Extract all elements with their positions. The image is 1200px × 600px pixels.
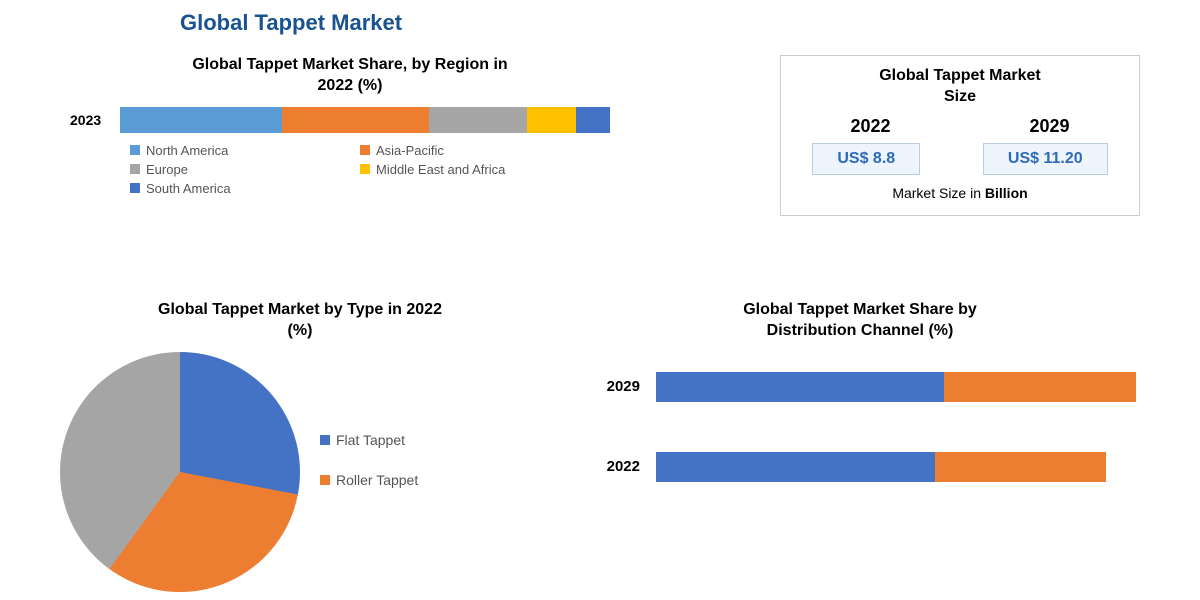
dist-row-0: 2029 (580, 372, 1160, 402)
size-values-row: US$ 8.8 US$ 11.20 (781, 143, 1139, 175)
legend-label: Middle East and Africa (376, 162, 505, 177)
type-legend-item-1: Roller Tappet (320, 472, 418, 488)
legend-swatch-icon (360, 145, 370, 155)
region-legend-item-0: North America (130, 143, 360, 158)
type-title: Global Tappet Market by Type in 2022 (%) (60, 300, 540, 342)
legend-label: South America (146, 181, 231, 196)
type-body: Flat Tappet Roller Tappet (60, 352, 540, 592)
size-year-1: 2029 (1029, 116, 1069, 137)
region-title-line1: Global Tappet Market Share, by Region in (192, 56, 507, 73)
dist-title-line2: Distribution Channel (%) (767, 322, 954, 339)
dist-title-line1: Global Tappet Market Share by (743, 301, 977, 318)
region-bar-row: 2023 (70, 107, 630, 133)
type-panel: Global Tappet Market by Type in 2022 (%)… (60, 300, 540, 592)
size-title-line1: Global Tappet Market (879, 67, 1041, 84)
legend-swatch-icon (130, 145, 140, 155)
legend-swatch-icon (130, 183, 140, 193)
dist-panel: Global Tappet Market Share by Distributi… (560, 300, 1160, 532)
region-legend-item-2: Europe (130, 162, 360, 177)
legend-swatch-icon (320, 435, 330, 445)
region-segment-1 (282, 107, 429, 133)
region-legend: North America Asia-Pacific Europe Middle Ea… (130, 143, 630, 200)
legend-label: Asia-Pacific (376, 143, 444, 158)
dist-segment-0 (656, 452, 935, 482)
legend-label: North America (146, 143, 228, 158)
dist-row-label: 2029 (580, 378, 640, 395)
market-size-panel: Global Tappet Market Size 2022 2029 US$ … (780, 55, 1140, 216)
region-segment-3 (527, 107, 576, 133)
legend-swatch-icon (360, 164, 370, 174)
dist-segment-1 (944, 372, 1136, 402)
dist-row-label: 2022 (580, 458, 640, 475)
pie-wrap (60, 352, 300, 592)
legend-label: Roller Tappet (336, 472, 418, 488)
dist-title: Global Tappet Market Share by Distributi… (560, 300, 1160, 342)
region-segment-2 (429, 107, 527, 133)
region-title: Global Tappet Market Share, by Region in… (70, 55, 630, 97)
size-caption-prefix: Market Size in (892, 185, 985, 201)
size-caption-bold: Billion (985, 185, 1028, 201)
type-legend: Flat Tappet Roller Tappet (320, 432, 418, 512)
dist-segment-0 (656, 372, 944, 402)
size-caption: Market Size in Billion (781, 185, 1139, 201)
dist-stacked-bar (656, 372, 1136, 402)
type-title-line2: (%) (288, 322, 313, 339)
size-value-0: US$ 8.8 (812, 143, 920, 175)
size-title: Global Tappet Market Size (781, 66, 1139, 108)
region-legend-item-3: Middle East and Africa (360, 162, 590, 177)
size-value-1: US$ 11.20 (983, 143, 1108, 175)
legend-label: Europe (146, 162, 188, 177)
region-title-line2: 2022 (%) (318, 77, 383, 94)
dist-row-1: 2022 (580, 452, 1160, 482)
region-stacked-bar (120, 107, 610, 133)
legend-swatch-icon (130, 164, 140, 174)
main-title: Global Tappet Market (180, 10, 402, 36)
type-legend-item-0: Flat Tappet (320, 432, 418, 448)
size-title-line2: Size (944, 88, 976, 105)
size-years-row: 2022 2029 (781, 116, 1139, 137)
region-panel: Global Tappet Market Share, by Region in… (70, 55, 630, 200)
dist-segment-1 (935, 452, 1106, 482)
dist-bars: 2029 2022 (580, 372, 1160, 482)
region-legend-item-1: Asia-Pacific (360, 143, 590, 158)
dist-stacked-bar (656, 452, 1106, 482)
region-segment-0 (120, 107, 282, 133)
size-year-0: 2022 (850, 116, 890, 137)
legend-label: Flat Tappet (336, 432, 405, 448)
legend-swatch-icon (320, 475, 330, 485)
region-legend-item-4: South America (130, 181, 360, 196)
region-segment-4 (576, 107, 610, 133)
type-pie-chart (60, 352, 300, 592)
type-title-line1: Global Tappet Market by Type in 2022 (158, 301, 442, 318)
region-row-label: 2023 (70, 112, 120, 128)
